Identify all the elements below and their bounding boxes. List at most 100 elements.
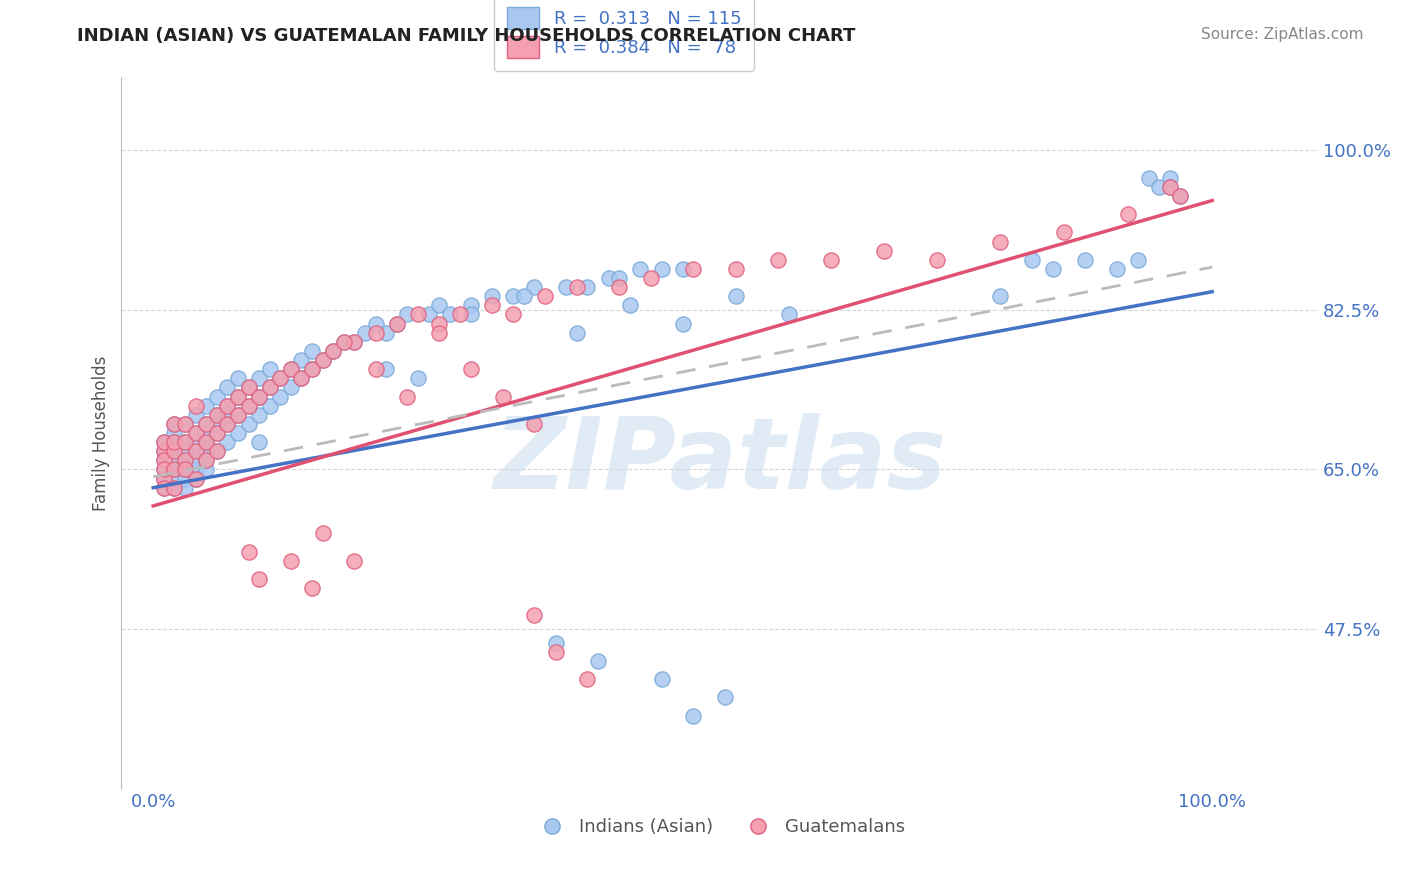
Point bbox=[174, 435, 197, 450]
Point bbox=[205, 390, 228, 404]
Point bbox=[778, 308, 800, 322]
Point bbox=[247, 572, 270, 586]
Point bbox=[1159, 179, 1181, 194]
Point bbox=[238, 417, 260, 431]
Point bbox=[333, 334, 356, 349]
Point bbox=[375, 326, 398, 340]
Point bbox=[217, 380, 239, 394]
Point bbox=[153, 462, 176, 476]
Point bbox=[163, 481, 186, 495]
Point bbox=[247, 390, 270, 404]
Point bbox=[925, 252, 948, 267]
Point bbox=[174, 453, 197, 467]
Point bbox=[226, 408, 249, 422]
Point bbox=[651, 261, 673, 276]
Point bbox=[1170, 189, 1192, 203]
Point bbox=[311, 353, 333, 368]
Point bbox=[724, 261, 747, 276]
Point bbox=[990, 289, 1012, 303]
Point bbox=[481, 289, 503, 303]
Point bbox=[1149, 179, 1171, 194]
Point bbox=[290, 371, 312, 385]
Point bbox=[672, 317, 695, 331]
Point bbox=[163, 481, 186, 495]
Point bbox=[607, 271, 630, 285]
Point bbox=[163, 435, 186, 450]
Point bbox=[427, 317, 450, 331]
Point bbox=[195, 399, 218, 413]
Point bbox=[1053, 226, 1076, 240]
Point bbox=[1170, 189, 1192, 203]
Point bbox=[544, 635, 567, 649]
Point bbox=[195, 435, 218, 450]
Point bbox=[153, 481, 176, 495]
Point bbox=[1021, 252, 1043, 267]
Point bbox=[873, 244, 896, 258]
Point bbox=[333, 334, 356, 349]
Point bbox=[396, 390, 419, 404]
Point bbox=[217, 399, 239, 413]
Point bbox=[205, 408, 228, 422]
Point bbox=[153, 453, 176, 467]
Point bbox=[153, 472, 176, 486]
Point bbox=[555, 280, 578, 294]
Point bbox=[651, 672, 673, 686]
Point bbox=[460, 298, 482, 312]
Point bbox=[301, 362, 323, 376]
Point bbox=[205, 425, 228, 440]
Point bbox=[205, 444, 228, 458]
Point bbox=[523, 608, 546, 623]
Point bbox=[280, 362, 302, 376]
Point bbox=[1159, 170, 1181, 185]
Point bbox=[406, 371, 429, 385]
Point bbox=[259, 399, 281, 413]
Point bbox=[269, 390, 291, 404]
Point bbox=[481, 298, 503, 312]
Point bbox=[195, 462, 218, 476]
Point bbox=[247, 408, 270, 422]
Text: ZIPatlas: ZIPatlas bbox=[494, 413, 946, 510]
Point bbox=[1116, 207, 1139, 221]
Point bbox=[523, 417, 546, 431]
Point bbox=[724, 289, 747, 303]
Point bbox=[322, 343, 344, 358]
Point bbox=[174, 453, 197, 467]
Point bbox=[153, 472, 176, 486]
Point bbox=[226, 390, 249, 404]
Point bbox=[586, 654, 609, 668]
Point bbox=[184, 425, 207, 440]
Point bbox=[195, 453, 218, 467]
Point bbox=[375, 362, 398, 376]
Point bbox=[364, 317, 387, 331]
Point bbox=[502, 289, 524, 303]
Point bbox=[280, 362, 302, 376]
Point bbox=[492, 390, 515, 404]
Point bbox=[280, 553, 302, 567]
Point bbox=[576, 672, 599, 686]
Point bbox=[1042, 261, 1064, 276]
Point bbox=[238, 544, 260, 558]
Point bbox=[343, 553, 366, 567]
Point bbox=[1105, 261, 1128, 276]
Point bbox=[269, 371, 291, 385]
Point bbox=[163, 462, 186, 476]
Point bbox=[364, 326, 387, 340]
Point bbox=[163, 444, 186, 458]
Point bbox=[619, 298, 641, 312]
Point bbox=[226, 371, 249, 385]
Point bbox=[174, 444, 197, 458]
Point bbox=[311, 353, 333, 368]
Point bbox=[311, 526, 333, 541]
Point bbox=[364, 362, 387, 376]
Point bbox=[513, 289, 536, 303]
Point bbox=[460, 308, 482, 322]
Point bbox=[247, 435, 270, 450]
Point bbox=[565, 280, 588, 294]
Point bbox=[269, 371, 291, 385]
Point bbox=[163, 417, 186, 431]
Point bbox=[195, 417, 218, 431]
Point bbox=[290, 371, 312, 385]
Point bbox=[195, 435, 218, 450]
Point bbox=[418, 308, 440, 322]
Point bbox=[226, 425, 249, 440]
